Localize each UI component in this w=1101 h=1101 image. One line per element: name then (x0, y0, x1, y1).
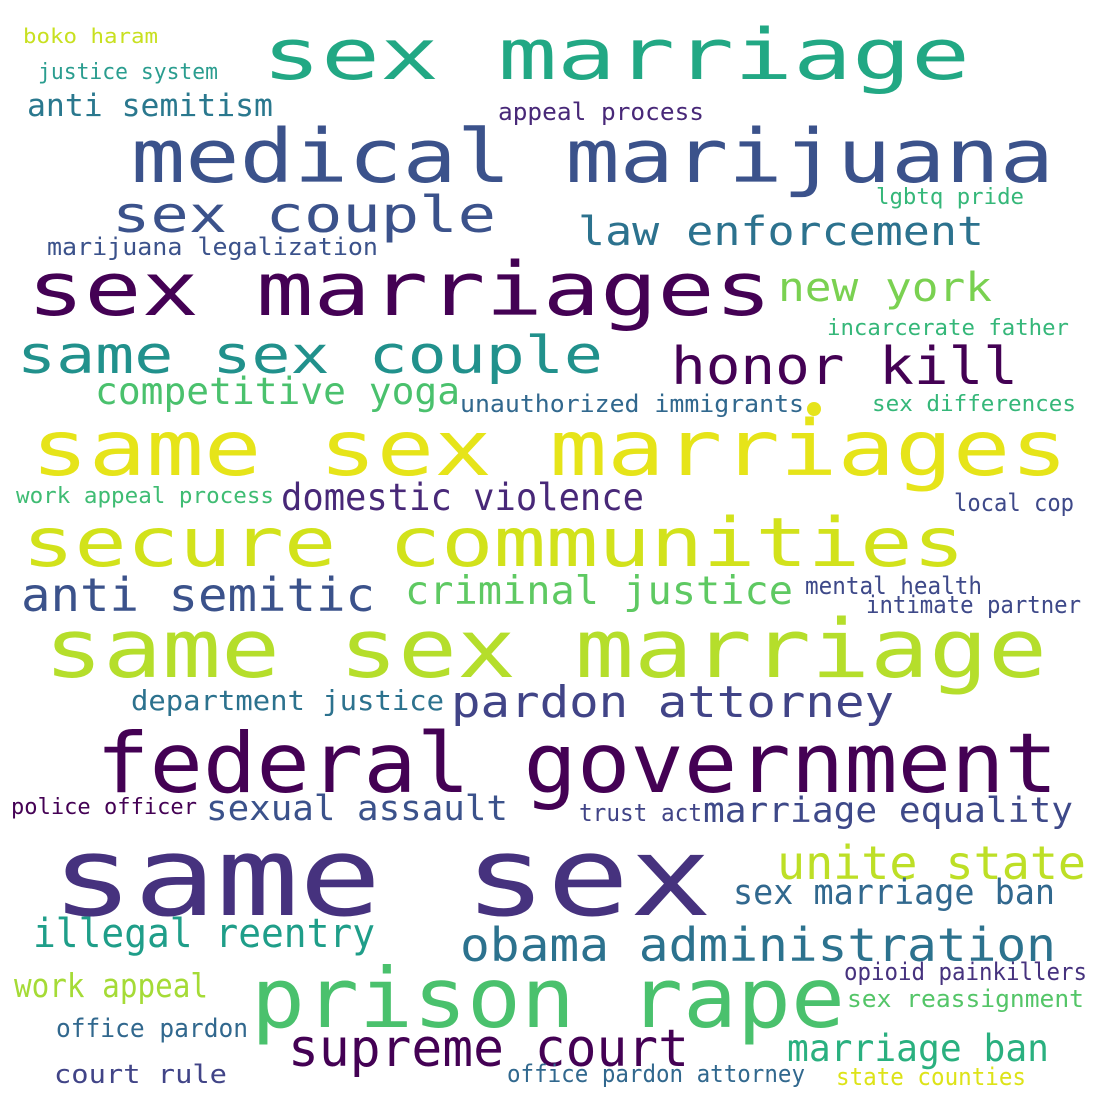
word-marriage-equality: marriage equality (703, 791, 1073, 831)
word-unite-state: unite state (777, 836, 1086, 890)
word-sex-couple: sex couple (112, 186, 496, 244)
word-law-enforcement: law enforcement (578, 209, 984, 255)
word-sex-marriage: sex marriage (262, 14, 970, 96)
word-anti-semitism: anti semitism (27, 88, 273, 124)
word-appeal-process: appeal process (498, 98, 704, 126)
word-lgbtq-pride: lgbtq pride (876, 185, 1025, 210)
accent-dot (807, 402, 821, 416)
word-sex-marriages: sex marriages (27, 247, 773, 333)
word-mental-health: mental health (805, 572, 983, 600)
word-secure-communities: secure communities (22, 504, 965, 583)
word-department-justice: department justice (131, 684, 444, 717)
word-office-pardon-attorney: office pardon attorney (507, 1060, 805, 1088)
word-sex-marriage-ban: sex marriage ban (733, 873, 1055, 913)
word-local-cop: local cop (954, 489, 1074, 517)
word-incarcerate-father: incarcerate father (827, 316, 1069, 341)
word-sex-differences: sex differences (872, 392, 1076, 417)
word-obama-administration: obama administration (460, 918, 1056, 972)
word-same-sex-marriages: same sex marriages (31, 405, 1068, 494)
word-prison-rape: prison rape (251, 950, 845, 1047)
word-supreme-court: supreme court (288, 1019, 690, 1079)
word-same-sex: same sex (51, 813, 712, 941)
word-same-sex-marriage: same sex marriage (44, 603, 1047, 697)
word-same-sex-couple: same sex couple (17, 326, 603, 386)
word-domestic-violence: domestic violence (281, 476, 644, 519)
word-sex-reassignment: sex reassignment (847, 985, 1084, 1013)
word-boko-haram: boko haram (23, 24, 159, 48)
word-new-york: new york (778, 265, 993, 311)
word-criminal-justice: criminal justice (405, 569, 794, 614)
word-marijuana-legalization: marijuana legalization (47, 233, 378, 261)
word-competitive-yoga: competitive yoga (95, 370, 461, 413)
word-unauthorized-immigrants: unauthorized immigrants (460, 390, 805, 418)
word-trust-act: trust act (579, 799, 702, 827)
word-work-appeal-process: work appeal process (16, 484, 274, 509)
word-illegal-reentry: illegal reentry (33, 911, 376, 957)
word-work-appeal: work appeal (14, 966, 209, 1005)
word-marriage-ban: marriage ban (787, 1027, 1049, 1070)
word-federal-government: federal government (96, 715, 1058, 812)
word-sexual-assault: sexual assault (206, 789, 509, 829)
word-court-rule: court rule (54, 1060, 227, 1090)
word-justice-system: justice system (38, 60, 219, 85)
word-medical-marijuana: medical marijuana (131, 114, 1055, 200)
word-honor-kill: honor kill (671, 337, 1018, 397)
word-intimate-partner: intimate partner (866, 591, 1082, 619)
word-office-pardon: office pardon (56, 1014, 249, 1044)
word-state-counties: state counties (836, 1063, 1026, 1091)
word-opioid-painkillers: opioid painkillers (844, 958, 1088, 986)
word-police-officer: police officer (11, 795, 197, 820)
word-anti-semitic: anti semitic (21, 568, 376, 622)
word-pardon-attorney: pardon attorney (451, 677, 895, 728)
